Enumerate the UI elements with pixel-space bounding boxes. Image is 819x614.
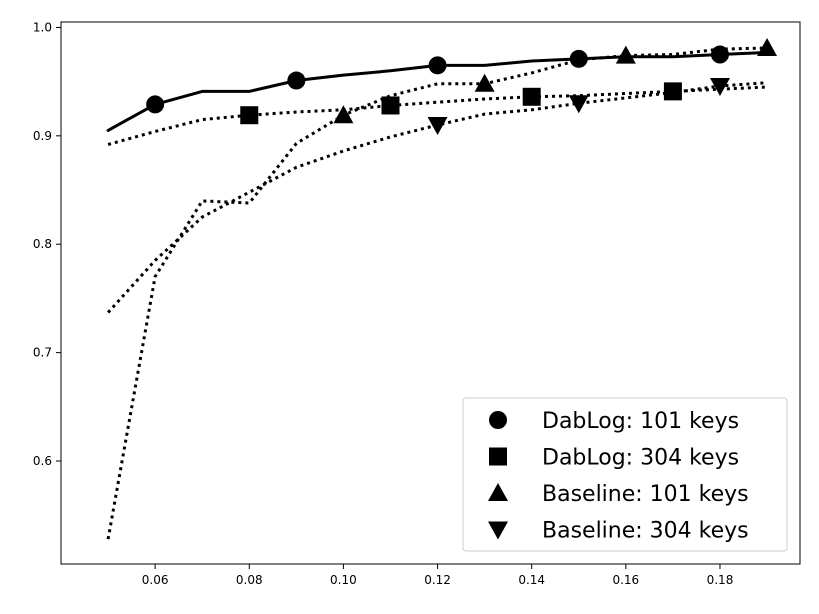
legend-label: Baseline: 304 keys — [542, 519, 749, 544]
data-point — [709, 77, 730, 96]
y-tick-label: 0.9 — [33, 129, 52, 143]
x-tick-label: 0.08 — [236, 573, 263, 587]
series-dablog-304-keys — [107, 82, 768, 146]
series-baseline-304-keys — [106, 77, 768, 314]
legend: DabLog: 101 keys DabLog: 304 keys Baseline… — [462, 397, 788, 552]
legend-item-dablog-304-keys: DabLog: 304 keys — [489, 446, 739, 471]
x-tick-label: 0.18 — [707, 573, 734, 587]
legend-item-dablog-101-keys: DabLog: 101 keys — [489, 409, 739, 434]
data-point — [240, 106, 259, 125]
x-tick-label: 0.16 — [612, 573, 639, 587]
legend-item-baseline-304-keys: Baseline: 304 keys — [488, 519, 749, 544]
data-point — [333, 105, 354, 124]
legend-label: Baseline: 101 keys — [542, 482, 749, 507]
x-tick-label: 0.14 — [518, 573, 545, 587]
y-axis: 0.6 0.7 0.8 0.9 1.0 — [33, 20, 61, 468]
y-tick-label: 0.7 — [33, 346, 52, 360]
legend-marker — [489, 411, 507, 429]
data-point — [381, 96, 400, 115]
x-axis: 0.06 0.08 0.10 0.12 0.14 0.16 0.18 — [142, 564, 734, 587]
data-point — [427, 116, 448, 135]
series-line — [107, 85, 768, 146]
legend-item-baseline-101-keys: Baseline: 101 keys — [488, 482, 749, 507]
data-point — [568, 95, 589, 114]
data-point — [428, 56, 447, 75]
data-point — [757, 38, 778, 57]
data-point — [474, 73, 495, 92]
y-tick-label: 0.8 — [33, 237, 52, 251]
series-line — [106, 46, 768, 540]
series-baseline-101-keys — [106, 38, 778, 540]
x-tick-label: 0.12 — [424, 573, 451, 587]
legend-label: DabLog: 304 keys — [542, 446, 739, 471]
data-point — [522, 87, 541, 106]
x-tick-label: 0.10 — [330, 573, 357, 587]
data-point — [146, 95, 165, 114]
data-point — [287, 71, 306, 90]
legend-label: DabLog: 101 keys — [542, 409, 739, 434]
data-point — [710, 45, 729, 64]
legend-marker — [489, 447, 507, 466]
legend-marker — [488, 521, 508, 540]
data-point — [663, 82, 682, 101]
series-dablog-101-keys — [106, 45, 769, 132]
legend-box — [462, 397, 788, 552]
series-layer — [106, 38, 778, 540]
x-tick-label: 0.06 — [142, 573, 169, 587]
series-line — [106, 81, 768, 314]
y-tick-label: 1.0 — [33, 20, 52, 34]
legend-marker — [488, 483, 508, 501]
data-point — [615, 45, 636, 64]
y-tick-label: 0.6 — [33, 454, 52, 468]
